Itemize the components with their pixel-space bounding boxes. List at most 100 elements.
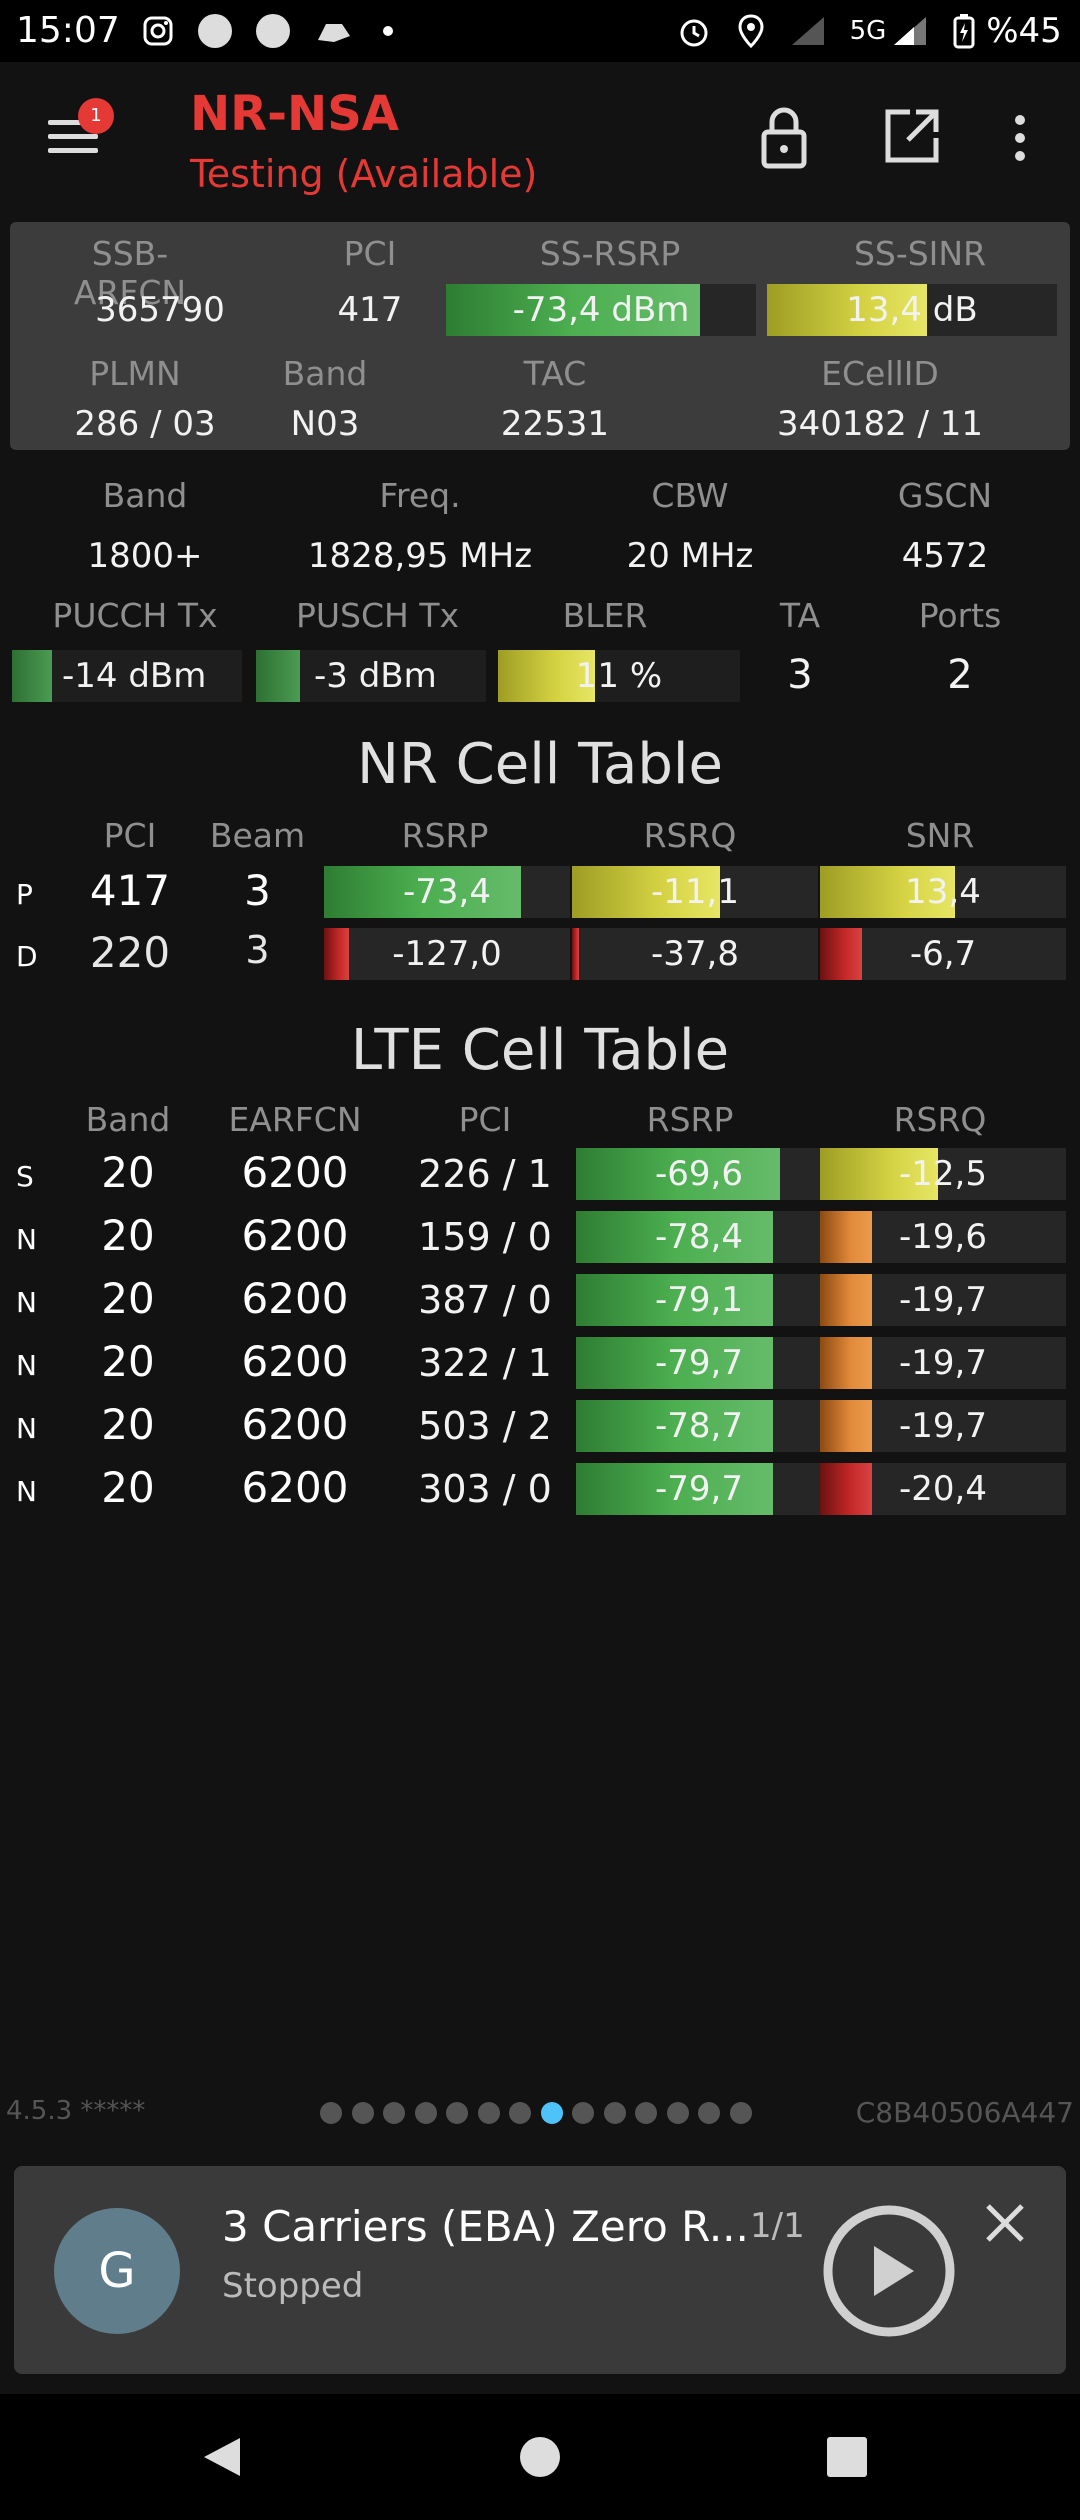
page-dot[interactable] [572, 2102, 594, 2124]
overflow-menu-button[interactable] [1000, 106, 1040, 170]
lte-earfcn: 6200 [241, 1148, 349, 1197]
page-dot[interactable] [320, 2102, 342, 2124]
lte-rsrq-bar: -19,7 [820, 1400, 1066, 1452]
battery-level: %45 [986, 11, 1062, 51]
lock-button[interactable] [752, 102, 816, 174]
page-dot[interactable] [351, 2102, 374, 2124]
nr-header-snr: SNR [905, 816, 975, 855]
back-button[interactable] [196, 2432, 246, 2482]
nr-rsrq-bar: -11,1 [572, 866, 818, 918]
lte-rsrp-fill [576, 1463, 773, 1515]
menu-button[interactable] [30, 102, 120, 182]
ss-rsrp-fill [446, 284, 701, 336]
menu-icon [48, 148, 98, 153]
page-dot[interactable] [635, 2102, 657, 2124]
page-dot[interactable] [383, 2102, 405, 2124]
app-title: NR-NSA [190, 86, 399, 142]
home-button[interactable] [515, 2432, 565, 2482]
ss-sinr-label: SS-SINR [853, 234, 987, 273]
nr-pci: 220 [89, 928, 171, 977]
notification-badge: 1 [78, 98, 114, 134]
row-flag: N [16, 1412, 37, 1445]
lte-rsrq-fill [820, 1211, 872, 1263]
ss-rsrp-label: SS-RSRP [539, 234, 681, 273]
lte-rsrp-fill [576, 1400, 773, 1452]
test-notification-card[interactable]: G 3 Carriers (EBA) Zero R... 1/1 Stopped [14, 2166, 1066, 2374]
app-bar: 1 NR-NSA Testing (Available) [0, 62, 1080, 212]
nr-snr-bar: 13,4 [820, 866, 1066, 918]
lte-header-band: Band [85, 1100, 171, 1139]
page-dot[interactable] [603, 2102, 626, 2124]
freq-label: Freq. [379, 476, 461, 515]
more-notifications-icon [380, 12, 396, 50]
app-icon [312, 12, 356, 50]
nr-header-pci: PCI [103, 816, 157, 855]
nr-rsrp-fill [324, 866, 521, 918]
row-flag: S [16, 1160, 34, 1193]
recents-button[interactable] [824, 2434, 870, 2480]
nr-rsrp-fill [324, 928, 349, 980]
ecellid-value: 340182 / 11 [776, 404, 984, 444]
lte-rsrq-bar: -19,6 [820, 1211, 1066, 1263]
lte-cell-table-title: LTE Cell Table [350, 1018, 730, 1083]
open-external-button[interactable] [880, 104, 944, 168]
lte-earfcn: 6200 [241, 1211, 349, 1260]
serving-cell-panel: SSB-ARFCN PCI SS-RSRP SS-SINR 365790 417… [10, 222, 1070, 450]
play-icon [823, 2205, 955, 2337]
page-dot[interactable] [414, 2102, 437, 2124]
page-dot[interactable] [509, 2102, 531, 2124]
lte-earfcn: 6200 [241, 1463, 349, 1512]
lte-header-rsrq: RSRQ [893, 1100, 987, 1139]
lte-rsrq-fill [820, 1148, 939, 1200]
lte-rsrq-fill [820, 1400, 872, 1452]
navigation-bar [0, 2394, 1080, 2520]
lte-pci: 387 / 0 [418, 1278, 552, 1322]
cbw-label: CBW [651, 476, 729, 515]
device-id: C8B40506A447 [855, 2096, 1074, 2129]
close-icon [986, 2204, 1024, 2242]
lte-rsrq-fill [820, 1463, 872, 1515]
nr-rsrp-bar: -127,0 [324, 928, 570, 980]
location-icon [736, 12, 766, 50]
play-button[interactable] [822, 2204, 956, 2338]
nr-rsrp-value: -127,0 [392, 934, 502, 974]
row-flag: N [16, 1223, 37, 1256]
tac-label: TAC [523, 354, 587, 393]
page-dot[interactable] [540, 2102, 563, 2124]
bler-bar: 11 % [498, 650, 740, 702]
lte-rsrq-bar: -20,4 [820, 1463, 1066, 1515]
row-flag: P [16, 878, 33, 911]
lte-band: 20 [101, 1211, 155, 1260]
lte-rsrq-value: -19,7 [899, 1406, 987, 1446]
menu-icon [48, 120, 98, 125]
page-dot[interactable] [666, 2102, 689, 2124]
page-dot[interactable] [477, 2102, 500, 2124]
instagram-icon [140, 12, 176, 50]
lte-rsrp-value: -79,7 [655, 1469, 743, 1509]
ss-rsrp-bar: -73,4 dBm [446, 284, 756, 336]
lte-header-rsrp: RSRP [646, 1100, 734, 1139]
page-dot[interactable] [729, 2102, 752, 2124]
band-value: N03 [290, 404, 360, 444]
dismiss-button[interactable] [980, 2198, 1030, 2248]
page-dot[interactable] [446, 2102, 468, 2124]
pci-label: PCI [343, 234, 397, 273]
lte-rsrq-fill [820, 1274, 872, 1326]
nr-rsrq-fill [572, 928, 580, 980]
lte-header-earfcn: EARFCN [228, 1100, 362, 1139]
home-icon [520, 2437, 560, 2477]
status-bar: 15:07 5G %45 [0, 0, 1080, 62]
lte-rsrp-fill [576, 1337, 773, 1389]
lte-header-pci: PCI [458, 1100, 512, 1139]
nr-rsrp-value: -73,4 [403, 872, 491, 912]
ssb-arfcn-value: 365790 [95, 290, 225, 330]
lte-band: 20 [101, 1274, 155, 1323]
pusch-value: -3 dBm [314, 656, 437, 696]
freq-value: 1828,95 MHz [307, 536, 533, 576]
page-dot[interactable] [698, 2102, 720, 2124]
lte-pci: 322 / 1 [418, 1341, 552, 1385]
ports-label: Ports [918, 596, 1002, 635]
page-indicator[interactable] [320, 2102, 752, 2126]
ecellid-label: ECellID [821, 354, 939, 393]
app-version: 4.5.3 ***** [6, 2096, 146, 2126]
